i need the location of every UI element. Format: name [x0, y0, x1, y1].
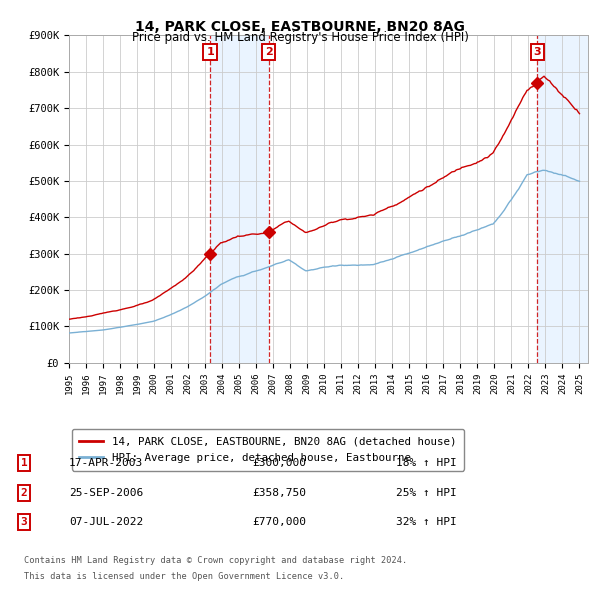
Text: £770,000: £770,000	[252, 517, 306, 527]
Text: 18% ↑ HPI: 18% ↑ HPI	[396, 458, 457, 468]
Text: 25% ↑ HPI: 25% ↑ HPI	[396, 488, 457, 497]
Text: 32% ↑ HPI: 32% ↑ HPI	[396, 517, 457, 527]
Text: Price paid vs. HM Land Registry's House Price Index (HPI): Price paid vs. HM Land Registry's House …	[131, 31, 469, 44]
Bar	[210, 35, 269, 363]
Text: 3: 3	[533, 47, 541, 57]
Text: 25-SEP-2006: 25-SEP-2006	[69, 488, 143, 497]
Text: 3: 3	[20, 517, 28, 527]
Text: £358,750: £358,750	[252, 488, 306, 497]
Legend: 14, PARK CLOSE, EASTBOURNE, BN20 8AG (detached house), HPI: Average price, detac: 14, PARK CLOSE, EASTBOURNE, BN20 8AG (de…	[72, 429, 464, 471]
Text: 14, PARK CLOSE, EASTBOURNE, BN20 8AG: 14, PARK CLOSE, EASTBOURNE, BN20 8AG	[135, 20, 465, 34]
Text: 1: 1	[206, 47, 214, 57]
Text: 07-JUL-2022: 07-JUL-2022	[69, 517, 143, 527]
Text: 2: 2	[20, 488, 28, 497]
Text: 17-APR-2003: 17-APR-2003	[69, 458, 143, 468]
Bar	[537, 35, 588, 363]
Text: £300,000: £300,000	[252, 458, 306, 468]
Text: 1: 1	[20, 458, 28, 468]
Text: Contains HM Land Registry data © Crown copyright and database right 2024.: Contains HM Land Registry data © Crown c…	[24, 556, 407, 565]
Text: This data is licensed under the Open Government Licence v3.0.: This data is licensed under the Open Gov…	[24, 572, 344, 581]
Text: 2: 2	[265, 47, 272, 57]
